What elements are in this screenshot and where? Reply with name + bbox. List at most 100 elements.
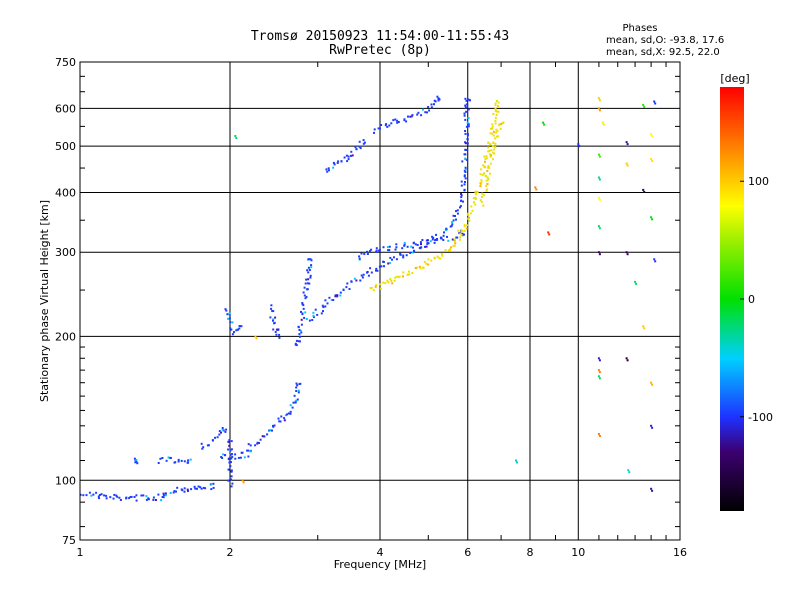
data-point [388, 124, 391, 127]
data-point [597, 107, 600, 110]
data-point [482, 194, 485, 197]
data-point [479, 185, 482, 188]
data-point [276, 328, 278, 331]
data-point [627, 469, 630, 472]
data-point [363, 253, 366, 255]
data-point [230, 478, 233, 481]
data-point [598, 99, 601, 102]
data-point [350, 280, 353, 283]
data-point [444, 229, 447, 232]
data-point [275, 333, 278, 336]
data-point [389, 256, 392, 259]
data-point [230, 328, 233, 331]
data-point [598, 377, 601, 380]
data-point [306, 269, 309, 272]
data-point [309, 276, 312, 279]
data-point [403, 241, 406, 244]
data-point [370, 271, 373, 274]
y-tick-label: 750 [55, 56, 76, 69]
data-point [494, 142, 497, 145]
data-point [598, 198, 601, 201]
data-point [229, 321, 232, 324]
data-point [414, 243, 417, 246]
data-point [105, 497, 108, 500]
data-point [230, 448, 233, 451]
data-point [489, 153, 491, 156]
data-point [482, 204, 485, 207]
data-point [426, 242, 429, 245]
data-point [480, 168, 483, 171]
data-point [295, 399, 298, 402]
data-point [653, 100, 656, 103]
data-point [387, 281, 390, 284]
data-point [453, 240, 456, 243]
data-point [392, 119, 395, 122]
data-point [456, 209, 459, 212]
data-point [434, 100, 437, 103]
data-point [164, 494, 167, 497]
data-point [277, 417, 280, 420]
y-tick-label: 75 [62, 534, 76, 547]
data-point [169, 457, 172, 459]
data-point [409, 252, 412, 254]
data-point [485, 175, 488, 178]
data-point [113, 493, 116, 496]
colorbar-unit: [deg] [720, 72, 749, 85]
data-point [375, 250, 378, 253]
data-point [597, 433, 600, 435]
data-point [438, 98, 441, 101]
data-point [157, 462, 160, 464]
data-point [430, 103, 433, 106]
data-point [464, 106, 467, 109]
data-point [494, 146, 497, 148]
data-point [221, 427, 224, 429]
data-point [399, 253, 402, 256]
data-point [516, 461, 518, 464]
data-point [98, 494, 101, 496]
data-point [651, 218, 654, 221]
data-point [140, 494, 143, 497]
data-point [229, 465, 232, 467]
data-point [297, 391, 300, 394]
data-point [311, 319, 314, 321]
data-point [492, 113, 495, 115]
data-point [578, 145, 581, 148]
data-point [493, 148, 496, 151]
data-point [601, 121, 604, 124]
data-point [227, 479, 230, 482]
data-point [453, 244, 456, 247]
data-point [298, 383, 301, 385]
data-point [485, 157, 488, 160]
data-point [475, 193, 477, 196]
data-point [339, 294, 342, 297]
data-point [430, 106, 433, 109]
data-point [355, 279, 358, 282]
y-axis-label: Stationary phase Virtual Height [km] [38, 200, 51, 402]
data-point [397, 276, 400, 278]
data-point [474, 203, 477, 206]
data-point [180, 459, 183, 462]
data-point [348, 288, 351, 290]
chart-title: Tromsø 20150923 11:54:00-11:55:43 [251, 29, 509, 44]
data-point [433, 241, 436, 244]
data-point [115, 494, 118, 497]
data-point [405, 120, 408, 123]
data-point [320, 312, 323, 315]
data-point [314, 308, 317, 311]
data-point [491, 132, 494, 135]
data-point [310, 264, 313, 267]
data-point [411, 272, 414, 274]
data-point [463, 183, 466, 186]
data-point [263, 435, 266, 438]
data-point [328, 169, 330, 172]
data-point [442, 239, 445, 241]
data-point [145, 498, 148, 501]
data-point [353, 277, 356, 280]
data-point [492, 158, 494, 161]
data-point [625, 141, 628, 144]
data-point [486, 170, 489, 172]
data-point [654, 260, 657, 263]
data-point [173, 461, 176, 464]
data-point [256, 441, 259, 444]
y-tick-label: 400 [55, 186, 76, 199]
